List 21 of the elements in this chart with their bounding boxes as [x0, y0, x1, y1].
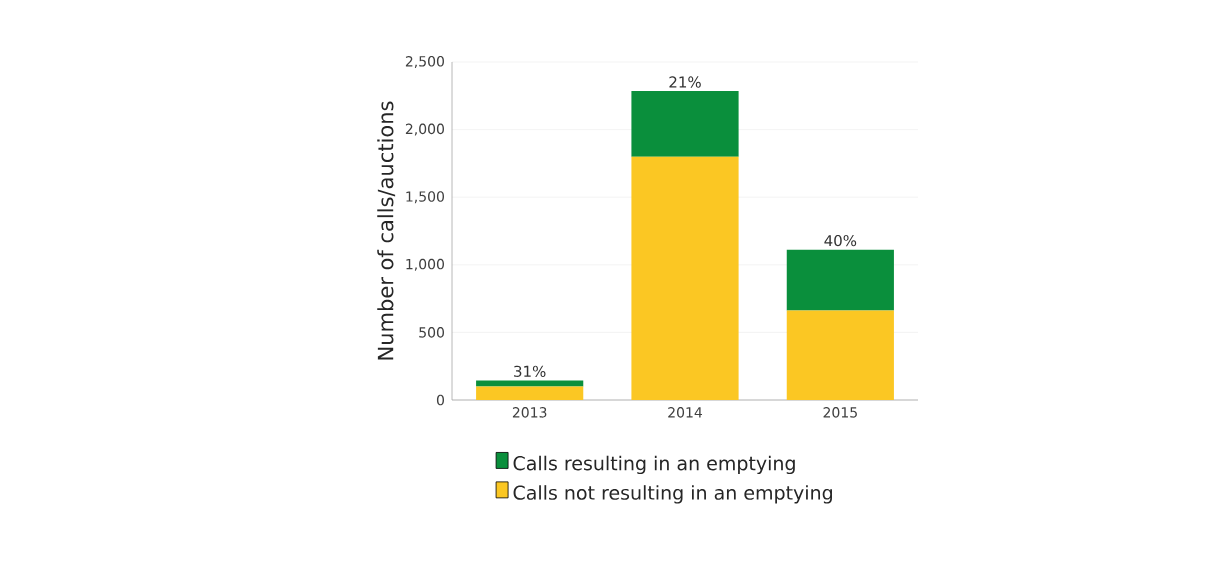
annotation: 40% [824, 234, 857, 247]
bar [476, 386, 584, 400]
y-tick-label: 2,500 [405, 56, 444, 69]
y-tick-label: 500 [419, 327, 444, 338]
legend-label: Calls resulting in an emptying [513, 455, 795, 475]
bar [786, 249, 894, 311]
x-tick-label: 2015 [823, 407, 857, 418]
x-tick-label: 2014 [668, 407, 703, 418]
y-axis-title: Number of calls/auctions [377, 101, 396, 360]
x-tick-label: 2013 [512, 407, 547, 418]
bar [631, 156, 739, 400]
y-tick-label: 1,500 [406, 191, 444, 204]
bar [786, 310, 894, 400]
y-tick-label: 0 [436, 394, 444, 406]
y-tick-label: 1,000 [406, 258, 444, 271]
legend-label: Calls not resulting in an emptying [513, 485, 832, 504]
annotation: 31% [514, 365, 546, 377]
annotation: 21% [669, 76, 701, 88]
bar [631, 91, 739, 157]
y-tick-label: 2,000 [405, 123, 444, 136]
bar [476, 380, 584, 387]
